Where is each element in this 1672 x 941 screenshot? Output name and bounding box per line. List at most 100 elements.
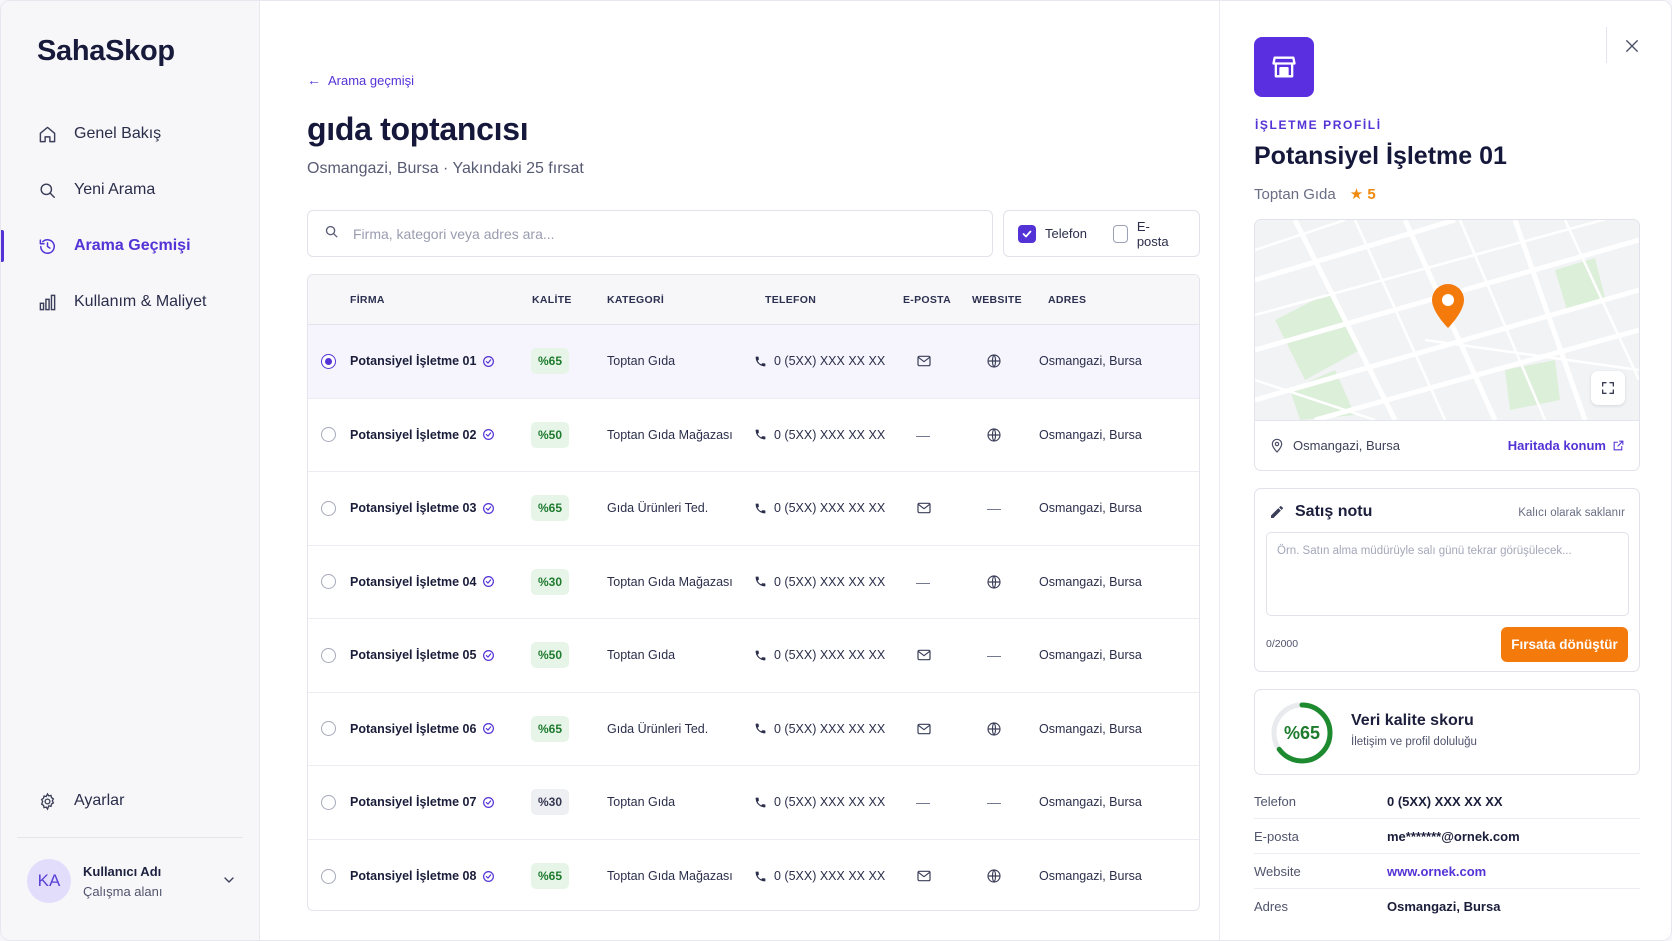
table-row[interactable]: Potansiyel İşletme 01 %65 Toptan Gıda 0 (5X… [308, 325, 1199, 399]
phone-text: 0 (5XX) XXX XX XX [774, 574, 886, 589]
firm-name[interactable]: Potansiyel İşletme 07 [350, 795, 495, 809]
rating: ★ 5 [1349, 186, 1376, 203]
panel-subtitle: Toptan Gıda ★ 5 [1254, 185, 1376, 204]
quality-value: %65 [1283, 722, 1321, 743]
table-row[interactable]: Potansiyel İşletme 07 %30 Toptan Gıda 0 (5X… [308, 766, 1199, 840]
table-row[interactable]: Potansiyel İşletme 02 %50 Toptan Gıda Mağa… [308, 399, 1199, 472]
table-row[interactable]: Potansiyel İşletme 03 %65 Gıda Ürünleri Te… [308, 472, 1199, 546]
row-select-radio[interactable] [321, 794, 336, 810]
map-card: Osmangazi, Bursa Haritada konum [1254, 219, 1640, 471]
phone-text: 0 (5XX) XXX XX XX [774, 427, 886, 442]
map-pin-icon [1432, 284, 1464, 328]
sidebar-item-arama-gecmisi[interactable]: Arama Geçmişi [1, 218, 260, 274]
verified-icon [482, 355, 495, 368]
verified-icon [482, 502, 495, 515]
globe-icon[interactable] [986, 574, 1002, 590]
column-header: KATEGORİ [607, 294, 665, 306]
email-icon[interactable] [916, 647, 932, 663]
back-link[interactable]: ← Arama geçmişi [307, 72, 414, 88]
checkbox-unchecked[interactable] [1112, 224, 1128, 243]
convert-to-opportunity-button[interactable]: Fırsata dönüştür [1501, 627, 1628, 662]
column-header: FİRMA [350, 294, 385, 306]
website-link[interactable]: www.ornek.com [1387, 863, 1487, 879]
sidebar-item-ayarlar[interactable]: Ayarlar [1, 773, 260, 829]
firm-name[interactable]: Potansiyel İşletme 02 [350, 428, 495, 442]
category-text: Toptan Gıda [607, 648, 676, 663]
globe-icon[interactable] [986, 353, 1002, 369]
table-row[interactable]: Potansiyel İşletme 06 %65 Gıda Ürünleri Te… [308, 693, 1199, 766]
row-select-radio[interactable] [321, 647, 336, 663]
row-select-radio[interactable] [321, 353, 336, 369]
address-text: Osmangazi, Bursa [1039, 427, 1142, 442]
empty-dash: — [916, 794, 930, 811]
firm-name[interactable]: Potansiyel İşletme 08 [350, 869, 495, 883]
sidebar-item-label: Ayarlar [74, 792, 125, 809]
checkbox-checked[interactable] [1018, 224, 1036, 243]
row-select-radio[interactable] [321, 500, 336, 516]
firm-name[interactable]: Potansiyel İşletme 04 [350, 575, 495, 589]
address-text: Osmangazi, Bursa [1039, 354, 1142, 369]
detail-row-email: E-posta me*******@ornek.com [1254, 819, 1640, 854]
table-row[interactable]: Potansiyel İşletme 04 %30 Toptan Gıda Mağa… [308, 546, 1199, 619]
email-icon[interactable] [916, 868, 932, 884]
detail-key: Adres [1254, 899, 1288, 914]
main-content: ← Arama geçmişi gıda toptancısı Osmangaz… [261, 1, 1219, 940]
sidebar-item-yeni-arama[interactable]: Yeni Arama [1, 162, 260, 218]
sidebar-item-kullanim-maliyet[interactable]: Kullanım & Maliyet [1, 274, 260, 330]
sidebar-item-genel-bakis[interactable]: Genel Bakış [1, 106, 260, 162]
quality-badge: %65 [531, 715, 570, 742]
detail-key: Telefon [1254, 793, 1296, 809]
row-select-radio[interactable] [321, 868, 336, 884]
email-icon[interactable] [916, 721, 932, 737]
external-link-icon [1613, 440, 1624, 451]
globe-icon[interactable] [986, 721, 1002, 737]
detail-value: Osmangazi, Bursa [1387, 899, 1501, 914]
search-box [307, 210, 993, 257]
history-icon [37, 236, 57, 256]
user-menu[interactable]: KA Kullanıcı Adı Çalışma alanı [27, 858, 237, 904]
category-text: Toptan Gıda Mağazası [607, 427, 733, 442]
phone-icon [754, 649, 767, 662]
category-text: Toptan Gıda [607, 795, 676, 810]
filter-phone[interactable]: Telefon [1018, 224, 1087, 243]
email-icon[interactable] [916, 500, 932, 516]
map-view[interactable] [1255, 220, 1639, 423]
category-text: Gıda Ürünleri Ted. [607, 501, 709, 516]
row-select-radio[interactable] [321, 721, 336, 737]
char-counter: 0/2000 [1266, 638, 1299, 650]
firm-name[interactable]: Potansiyel İşletme 03 [350, 501, 495, 515]
globe-icon[interactable] [986, 427, 1002, 443]
row-select-radio[interactable] [321, 427, 336, 443]
firm-name[interactable]: Potansiyel İşletme 06 [350, 722, 495, 736]
search-icon [324, 224, 339, 244]
verified-icon [482, 428, 495, 441]
firm-name-text: Potansiyel İşletme 04 [350, 574, 477, 589]
firm-name[interactable]: Potansiyel İşletme 05 [350, 648, 495, 662]
address-text: Osmangazi, Bursa [1039, 795, 1142, 810]
chevron-down-icon[interactable] [221, 872, 237, 893]
row-select-radio[interactable] [321, 574, 336, 590]
email-icon[interactable] [916, 353, 932, 369]
search-input[interactable] [353, 225, 953, 242]
address-text: Osmangazi, Bursa [1039, 869, 1142, 884]
close-icon[interactable] [1623, 37, 1641, 60]
map-location-link[interactable]: Haritada konum [1508, 438, 1625, 453]
search-icon [37, 180, 57, 200]
table-row[interactable]: Potansiyel İşletme 08 %65 Toptan Gıda Mağa… [308, 840, 1199, 911]
map-footer: Osmangazi, Bursa Haritada konum [1255, 420, 1639, 470]
app-logo: SahaSkop [37, 35, 175, 67]
address-text: Osmangazi, Bursa [1039, 574, 1142, 589]
sales-note-title: Satış notu [1269, 503, 1372, 521]
column-header: E-POSTA [903, 294, 951, 306]
sales-note-textarea[interactable] [1266, 532, 1629, 616]
table-row[interactable]: Potansiyel İşletme 05 %50 Toptan Gıda 0 (5X… [308, 619, 1199, 693]
phone-text: 0 (5XX) XXX XX XX [774, 721, 886, 736]
verified-icon [482, 870, 495, 883]
filter-email[interactable]: E-posta [1112, 219, 1173, 249]
expand-map-button[interactable] [1591, 371, 1625, 405]
category-text: Toptan Gıda Mağazası [607, 574, 733, 589]
sidebar-item-label: Yeni Arama [74, 181, 156, 198]
user-name: Kullanıcı Adı [83, 863, 162, 879]
firm-name[interactable]: Potansiyel İşletme 01 [350, 354, 495, 368]
globe-icon[interactable] [986, 868, 1002, 884]
